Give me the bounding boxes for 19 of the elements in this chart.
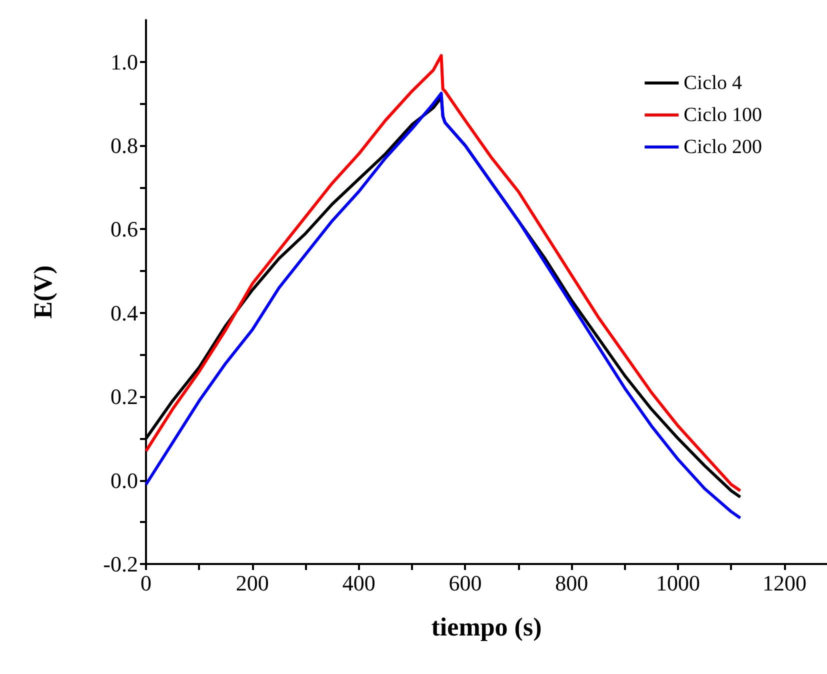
y-tick-label: 0.6 [110, 216, 138, 242]
x-tick-label: 1200 [762, 570, 806, 596]
y-tick-label: 0.0 [110, 468, 138, 493]
x-tick-label: 800 [555, 570, 588, 596]
legend-label: Ciclo 4 [684, 72, 742, 94]
x-tick-label: 0 [140, 570, 152, 596]
x-tick-label: 400 [342, 570, 376, 596]
x-tick-label: 1000 [656, 570, 700, 596]
x-tick-label: 600 [448, 570, 482, 596]
legend-label: Ciclo 200 [684, 136, 762, 158]
y-tick-label: -0.2 [103, 552, 138, 576]
x-axis-title: tiempo (s) [431, 612, 542, 642]
y-tick-label: 0.2 [110, 384, 138, 410]
x-tick-label: 200 [236, 570, 269, 596]
y-tick-label: 0.8 [110, 133, 138, 158]
legend-label: Ciclo 100 [684, 104, 762, 126]
y-axis-title: E(V) [28, 265, 58, 319]
y-tick-label: 1.0 [110, 49, 138, 74]
y-tick-label: 0.4 [110, 300, 138, 326]
